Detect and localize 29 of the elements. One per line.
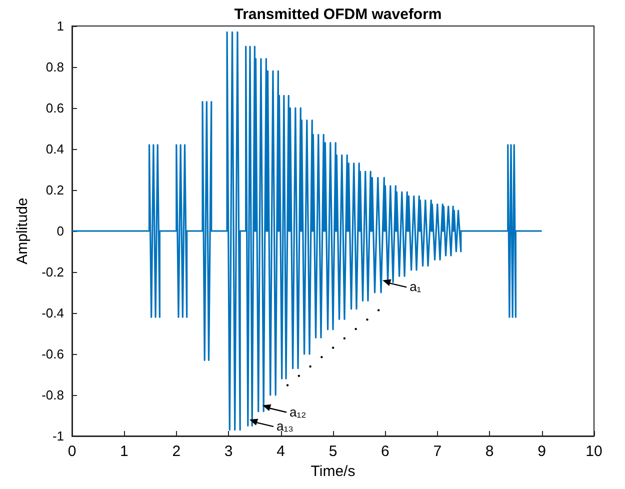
y-axis-title: Amplitude <box>14 198 31 264</box>
y-tick-label: -0.2 <box>42 264 64 280</box>
x-tick-label: 9 <box>538 443 546 460</box>
x-tick-label: 2 <box>172 443 181 460</box>
y-tick-label: 0.2 <box>46 182 64 198</box>
y-tick-label: -0.4 <box>42 306 64 320</box>
x-tick-label: 6 <box>381 443 390 460</box>
x-tick-label: 5 <box>328 443 338 460</box>
x-tick-label: 7 <box>433 443 442 460</box>
annotation: a₁₃ <box>276 418 294 434</box>
x-tick-label: 3 <box>224 443 233 460</box>
x-tick-label: 1 <box>120 443 128 460</box>
x-tick-label: 4 <box>276 443 285 460</box>
y-tick-label: 0 <box>56 224 64 238</box>
y-tick-label: 1 <box>56 18 64 34</box>
y-tick-label: 0.4 <box>46 142 64 156</box>
y-tick-label: -0.6 <box>42 346 64 362</box>
x-axis-title: Time/s <box>310 463 356 480</box>
annotation: a₁ <box>410 279 422 294</box>
y-tick-label: 0.6 <box>46 100 64 116</box>
chart-title: Transmitted OFDM waveform <box>234 6 442 23</box>
x-tick-label: 10 <box>586 443 602 460</box>
x-tick-label: 0 <box>68 443 76 460</box>
line-series <box>71 31 543 431</box>
y-tick-label: 0.8 <box>46 60 64 74</box>
y-tick-label: -1 <box>52 428 64 444</box>
y-tick-label: -0.8 <box>42 388 64 402</box>
x-tick-label: 8 <box>485 443 494 460</box>
annotation: a₁₂ <box>290 404 306 420</box>
